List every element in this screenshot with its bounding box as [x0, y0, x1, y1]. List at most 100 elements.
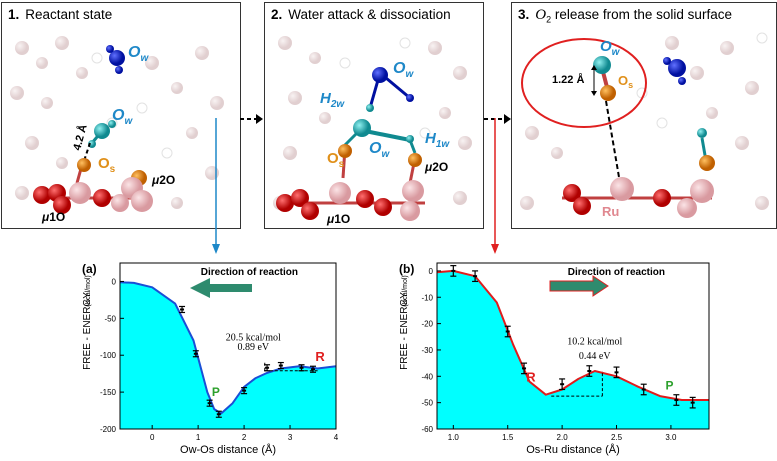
data-point [241, 387, 248, 395]
label-os: Os [98, 155, 116, 175]
arrow-2-to-3 [484, 114, 511, 124]
point-marker [207, 402, 212, 405]
y-axis-label: FREE - ENERGY [399, 292, 410, 370]
x-axis-label: Ow-Os distance (Å) [180, 443, 276, 456]
y-tick-label: -50 [421, 399, 433, 408]
point-marker [193, 352, 198, 355]
y-tick-label: -30 [421, 346, 433, 355]
label-mu1o: μ1O [41, 210, 65, 224]
background-atoms [273, 36, 472, 210]
point-marker [560, 383, 565, 386]
panel-label: (a) [82, 262, 97, 276]
label-distance-4-2: 4.2 Å [70, 123, 89, 152]
background-atoms [520, 32, 769, 210]
ow-mid-atom [94, 123, 110, 139]
point-marker [242, 389, 247, 392]
y-tick-label: 0 [112, 277, 117, 286]
data-point [277, 361, 284, 370]
label-h1w: H1w [425, 130, 450, 150]
label-mu2o: μ2O [424, 160, 448, 174]
data-point [640, 383, 647, 396]
label-ow-top: Ow [128, 44, 149, 64]
panel-reactant-state: Ow Ow Os μ2O μ1O 4.2 Å 1. Reactant state [1, 2, 241, 229]
panel-1-scene: Ow Ow Os μ2O μ1O 4.2 Å [10, 36, 224, 224]
x-tick-label: 1.0 [448, 433, 460, 442]
y-tick-label: -100 [100, 351, 117, 360]
x-tick-label: 1 [196, 433, 201, 442]
x-tick-label: 1.5 [502, 433, 514, 442]
data-point [504, 325, 511, 338]
point-marker [614, 371, 619, 374]
point-marker [587, 370, 592, 373]
product-label: P [665, 378, 673, 392]
x-tick-label: 2.5 [611, 433, 623, 442]
ow-atom [593, 56, 611, 74]
point-marker [278, 364, 283, 367]
label-ow1: Ow [393, 60, 414, 80]
data-point [192, 350, 199, 358]
direction-arrow [190, 278, 252, 298]
point-marker [522, 367, 527, 370]
data-point [310, 365, 317, 373]
plot-frame [119, 262, 337, 430]
ow1-atom [372, 67, 388, 83]
y-axis-unit: (Kcal/mol) [85, 275, 92, 307]
point-marker [299, 366, 304, 369]
point-marker [473, 275, 478, 278]
label-ow2: Ow [369, 140, 390, 160]
panel-1-title: 1. Reactant state [8, 7, 113, 22]
x-tick-label: 3.0 [665, 433, 677, 442]
chart-b: 1.0 1.5 2.0 2.5 3.0 0 -10 -20 -30 -40 -50 -60 Os-Ru … [399, 262, 710, 456]
o2-highlight-ellipse [521, 38, 647, 128]
label-mu2o: μ2O [151, 173, 175, 187]
panel-o2-release: Ow Os 1.22 Å Ru 3. O2 release from the so… [511, 2, 777, 229]
y-axis-unit: (Kcal/mol) [402, 275, 409, 307]
arrow-1-to-2 [240, 114, 263, 124]
arrow-panel2-to-chart-b [491, 118, 499, 254]
x-tick-label: 2 [242, 433, 247, 442]
barrier-text: 10.2 kcal/mol [567, 337, 622, 348]
point-marker [451, 269, 456, 272]
panel-2-title: 2. Water attack & dissociation [271, 7, 451, 22]
label-os: Os [327, 150, 345, 170]
point-marker [265, 366, 270, 369]
y-tick-label: -60 [421, 425, 433, 434]
panel-3-title: 3. O2 release from the solid surface [518, 7, 732, 25]
panel-2-scene: Ow H2w Ow H1w Os μ2O μ1O [273, 36, 472, 226]
direction-arrow [549, 275, 609, 297]
data-point [689, 396, 696, 409]
y-tick-label: -200 [100, 425, 117, 434]
data-point [179, 305, 186, 314]
data-point [521, 362, 528, 375]
point-marker [180, 308, 185, 311]
label-os: Os [618, 73, 633, 90]
panel-water-attack: Ow H2w Ow H1w Os μ2O μ1O 2. Water attack … [264, 2, 484, 229]
ow-top-atom [109, 50, 125, 66]
x-tick-label: 3 [288, 433, 293, 442]
arrow-panel1-to-chart-a [212, 118, 220, 254]
data-point [450, 265, 457, 277]
plot-frame [436, 262, 710, 430]
x-axis-label: Os-Ru distance (Å) [526, 443, 620, 456]
panel-label: (b) [399, 262, 414, 276]
point-marker [690, 401, 695, 404]
label-ow: Ow [600, 38, 621, 58]
reactant-label: R [526, 370, 536, 385]
ow2-atom [353, 119, 371, 137]
data-point [613, 366, 620, 379]
label-ru: Ru [602, 204, 619, 219]
x-tick-label: 2.0 [557, 433, 569, 442]
x-tick-label: 4 [334, 433, 339, 442]
label-distance-1-22: 1.22 Å [552, 73, 584, 86]
chart-a: 0 1 2 3 4 0 -50 -100 -150 -200 Ow-Os distance (Å) F… [82, 262, 339, 456]
area-fill [437, 270, 709, 429]
label-mu1o: μ1O [326, 212, 350, 226]
point-marker [216, 413, 221, 416]
data-point [215, 410, 222, 418]
x-tick-label: 0 [150, 433, 155, 442]
data-point [586, 365, 593, 377]
series-line [119, 281, 337, 415]
y-tick-label: -50 [104, 314, 116, 323]
direction-label: Direction of reaction [201, 267, 298, 278]
point-marker [505, 330, 510, 333]
